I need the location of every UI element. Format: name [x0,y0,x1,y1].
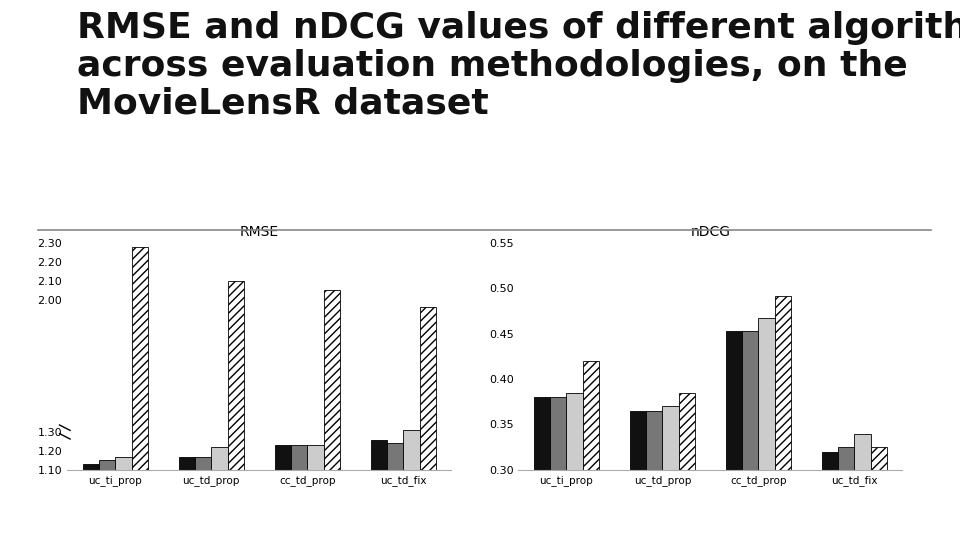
Bar [662,406,679,540]
Bar [403,430,420,540]
Bar [854,434,871,540]
Bar [871,447,887,540]
Bar [534,397,550,540]
Bar [758,318,775,540]
Bar [775,295,791,540]
Text: RMSE and nDCG values of different algorithms
across evaluation methodologies, on: RMSE and nDCG values of different algori… [77,11,960,121]
Bar [583,361,599,540]
Bar [387,443,403,540]
Bar [630,411,646,540]
Bar [275,445,291,540]
Bar [646,411,662,540]
Title: nDCG: nDCG [690,225,731,239]
Bar [566,393,583,540]
Bar [726,331,742,540]
Bar [371,440,387,540]
Bar [99,460,115,540]
Bar [307,445,324,540]
Bar [83,464,99,540]
Legend: kNN, TD, PRF, POF: kNN, TD, PRF, POF [613,244,657,302]
Bar [291,445,307,540]
Bar [132,247,148,540]
Bar [420,307,436,540]
Bar [679,393,695,540]
Bar [211,447,228,540]
Bar [742,331,758,540]
Bar [838,447,854,540]
Bar [115,456,132,540]
Bar [228,281,244,540]
Bar [195,456,211,540]
Bar [179,456,195,540]
Bar [550,397,566,540]
Title: RMSE: RMSE [240,225,278,239]
Bar [822,451,838,540]
Bar [324,290,340,540]
